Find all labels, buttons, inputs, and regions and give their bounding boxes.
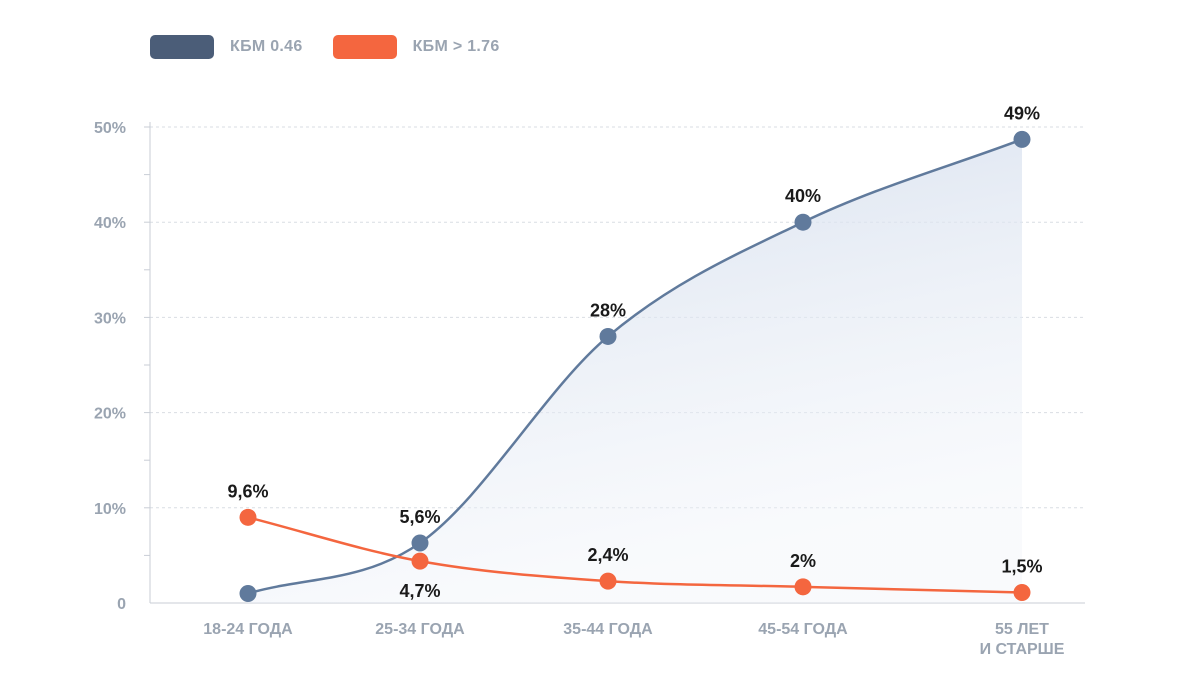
x-tick-label: 25-34 ГОДА	[375, 621, 465, 638]
series-area	[248, 139, 1022, 603]
data-point	[411, 534, 429, 552]
x-tick-label: 18-24 ГОДА	[203, 621, 293, 638]
data-point	[239, 508, 257, 526]
data-label: 2%	[790, 551, 816, 571]
legend-label: КБМ > 1.76	[412, 38, 500, 55]
data-label: 2,4%	[587, 545, 628, 565]
data-label: 40%	[785, 186, 821, 206]
x-tick-label: 45-54 ГОДА	[758, 621, 848, 638]
y-tick-label: 20%	[94, 406, 126, 423]
x-tick-label: 55 ЛЕТ И СТАРШЕ	[980, 621, 1065, 658]
data-label: 4,7%	[399, 581, 440, 601]
legend: КБМ 0.46 КБМ > 1.76	[150, 35, 530, 59]
data-label: 1,5%	[1001, 557, 1042, 577]
legend-item-kbm-176: КБМ > 1.76	[332, 35, 500, 59]
data-point	[599, 327, 617, 345]
legend-swatch-kbm-046	[150, 35, 214, 59]
y-tick-label: 0	[117, 596, 126, 613]
legend-item-kbm-046: КБМ 0.46	[150, 35, 303, 59]
y-tick-label: 10%	[94, 501, 126, 518]
y-tick-label: 50%	[94, 120, 126, 137]
data-point	[794, 213, 812, 231]
x-tick-label: 35-44 ГОДА	[563, 621, 653, 638]
data-point	[411, 552, 429, 570]
y-tick-label: 40%	[94, 215, 126, 232]
data-label: 5,6%	[399, 507, 440, 527]
data-point	[794, 578, 812, 596]
data-point	[239, 584, 257, 602]
y-tick-label: 30%	[94, 310, 126, 327]
data-label: 9,6%	[227, 481, 268, 501]
data-point	[599, 572, 617, 590]
legend-swatch-kbm-176	[332, 35, 397, 59]
data-label: 49%	[1004, 103, 1040, 123]
data-point	[1013, 130, 1031, 148]
legend-label: КБМ 0.46	[230, 38, 303, 55]
data-point	[1013, 584, 1031, 602]
data-label: 28%	[590, 300, 626, 320]
